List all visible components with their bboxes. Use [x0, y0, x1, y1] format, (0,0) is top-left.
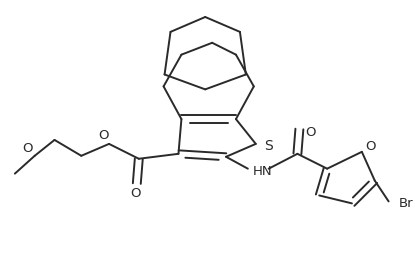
Text: Br: Br — [398, 197, 413, 210]
Text: S: S — [264, 139, 273, 153]
Text: O: O — [305, 125, 315, 139]
Text: O: O — [98, 129, 108, 143]
Text: O: O — [22, 142, 33, 155]
Text: O: O — [366, 140, 376, 153]
Text: O: O — [131, 187, 141, 200]
Text: HN: HN — [253, 165, 272, 178]
